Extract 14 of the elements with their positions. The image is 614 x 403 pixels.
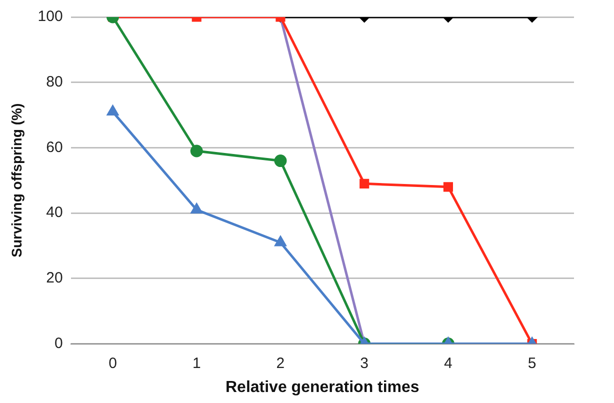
x-tick-label: 4	[444, 354, 452, 372]
x-axis-title: Relative generation times	[225, 378, 420, 396]
y-tick-label: 60	[46, 138, 63, 156]
x-tick-label: 3	[360, 354, 369, 372]
x-tick-label: 1	[192, 354, 201, 372]
y-axis-title: Surviving offspring (%)	[8, 103, 24, 258]
x-tick-label: 0	[108, 354, 117, 372]
x-tick-label: 5	[528, 354, 536, 372]
y-tick-label: 0	[54, 334, 63, 352]
y-tick-label: 100	[38, 8, 63, 26]
y-tick-label: 40	[46, 204, 63, 222]
y-tick-label: 80	[46, 74, 63, 90]
x-tick-label: 2	[276, 354, 285, 372]
y-tick-label: 20	[46, 270, 63, 287]
